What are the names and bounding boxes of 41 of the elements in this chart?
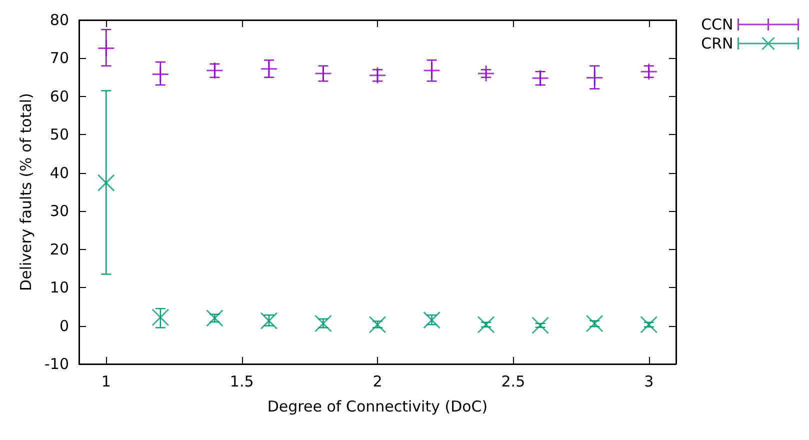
point [260,60,278,78]
y-tick-label: 60 [50,87,69,106]
point [97,174,115,192]
point [314,64,332,82]
x-tick-label: 2.5 [501,372,526,390]
point [586,68,604,86]
legend-label: CCN [701,16,734,34]
y-tick-label: 80 [50,11,69,29]
point [152,66,170,84]
point [477,316,495,334]
point [586,314,604,332]
point [368,316,386,334]
x-tick-label: 1 [101,372,111,390]
legend-label: CRN [701,34,734,52]
x-tick-label: 1.5 [230,372,254,390]
point [477,64,495,82]
point [532,69,550,87]
x-tick-label: 3 [644,372,654,390]
y-tick-label: 10 [50,278,69,297]
point [314,314,332,332]
point [423,62,441,80]
point [97,40,115,58]
y-axis-title: Delivery faults (% of total) [17,93,36,291]
x-tick-label: 2 [372,372,382,390]
y-tick-label: 70 [50,49,69,68]
point [423,311,441,329]
y-tick-label: 0 [59,316,69,335]
point [152,308,170,326]
point [260,312,278,330]
point [206,309,224,327]
point [640,316,658,334]
y-tick-label: -10 [44,355,69,373]
point [532,316,550,334]
point [368,66,386,84]
point [640,62,658,80]
y-tick-label: 30 [50,202,69,220]
y-tick-label: 50 [50,126,69,144]
point [206,62,224,80]
y-tick-label: 20 [50,240,69,258]
y-tick-label: 40 [50,164,69,182]
x-axis-title: Degree of Connectivity (DoC) [267,398,488,416]
